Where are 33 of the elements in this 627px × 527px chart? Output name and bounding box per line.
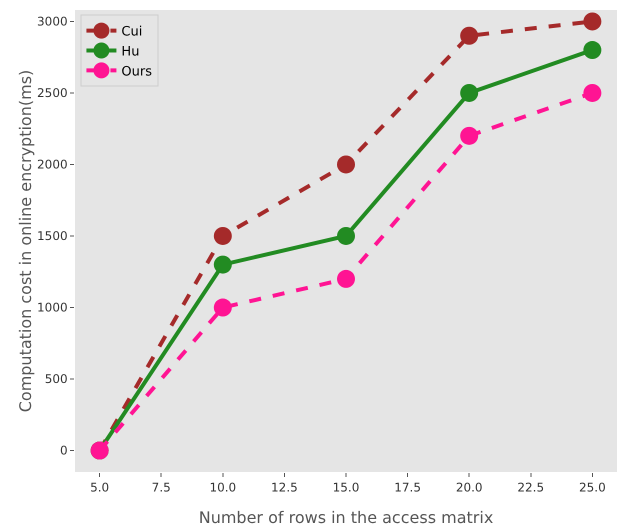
- x-tick-label: 25.0: [579, 480, 606, 494]
- point: [214, 226, 232, 245]
- y-tick-label: 2500: [37, 86, 68, 100]
- y-axis-title: Computation cost in online encryption(ms): [16, 70, 36, 412]
- y-tick-label: 500: [44, 372, 68, 386]
- point: [583, 12, 602, 30]
- x-tick-label: 20.0: [456, 480, 483, 494]
- point: [337, 226, 355, 245]
- x-tick-label: 7.5: [152, 480, 171, 494]
- x-tick-label: 15.0: [332, 480, 360, 494]
- x-tick-label: 17.5: [394, 480, 421, 494]
- point: [583, 41, 602, 60]
- point: [337, 155, 355, 174]
- point: [214, 256, 232, 274]
- x-tick-label: 12.5: [271, 480, 298, 494]
- y-tick-label: 2000: [37, 158, 68, 172]
- x-axis-title: Number of rows in the access matrix: [198, 508, 494, 527]
- legend-label: Hu: [121, 44, 140, 60]
- point: [460, 26, 478, 45]
- y-tick-label: 0: [60, 444, 68, 458]
- y-tick-label: 1500: [37, 229, 68, 244]
- y-tick-label: 1000: [37, 300, 68, 315]
- point: [460, 84, 478, 102]
- legend-label: Ours: [121, 64, 152, 80]
- x-tick-label: 22.5: [517, 480, 544, 494]
- x-tick-label: 5.0: [90, 480, 110, 494]
- point: [460, 126, 478, 145]
- point: [214, 298, 232, 316]
- point: [337, 270, 355, 288]
- x-tick-label: 10.0: [209, 480, 236, 494]
- y-tick-label: 3000: [37, 14, 68, 29]
- point: [583, 84, 602, 102]
- legend-label: Cui: [121, 24, 142, 40]
